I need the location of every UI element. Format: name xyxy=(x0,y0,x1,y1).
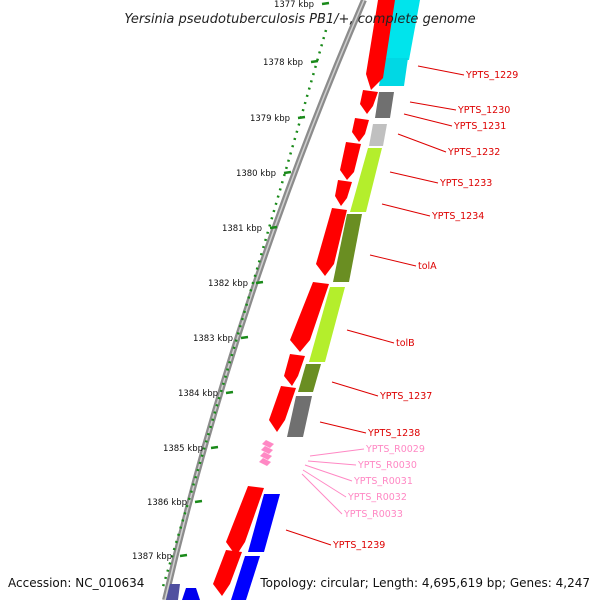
kbp-ticks: 1377 kbp 1378 kbp 1379 kbp 1380 kbp 1381 kbp… xyxy=(132,0,330,562)
gene-label-tola[interactable]: tolA xyxy=(418,261,437,272)
kbp-tick-mark xyxy=(179,553,188,558)
gene-leader-line xyxy=(397,133,447,153)
kbp-tick-mark xyxy=(297,115,306,120)
genome-backbone-highlight xyxy=(164,0,365,600)
gene-block-lime-2 xyxy=(309,287,345,362)
trna-chevron-icon xyxy=(261,446,273,454)
trna-chevron-icon xyxy=(262,440,274,448)
gene-leader-line xyxy=(409,101,457,111)
gene-arrow xyxy=(269,386,296,432)
gene-block-slate xyxy=(166,584,180,600)
gene-block-blue xyxy=(248,494,280,552)
gene-label-ypts_r0030[interactable]: YPTS_R0030 xyxy=(357,460,417,471)
gene-arrow xyxy=(290,282,329,352)
gene-label-ypts_1232[interactable]: YPTS_1232 xyxy=(447,147,500,158)
kbp-tick-label: 1379 kbp xyxy=(250,114,290,124)
kbp-tick-mark xyxy=(283,170,292,175)
gene-block-olive xyxy=(333,214,362,282)
kbp-tick-label: 1383 kbp xyxy=(193,334,233,344)
kbp-tick-label: 1378 kbp xyxy=(263,58,303,68)
gene-arrow xyxy=(226,486,264,556)
gene-label-ypts_1239[interactable]: YPTS_1239 xyxy=(332,540,385,551)
gene-leader-line xyxy=(307,460,357,466)
genome-title: Yersinia pseudotuberculosis PB1/+, compl… xyxy=(124,12,475,27)
kbp-tick-mark xyxy=(310,59,319,64)
kbp-tick-mark xyxy=(225,390,234,395)
gene-label-ypts_1229[interactable]: YPTS_1229 xyxy=(465,70,518,81)
gene-label-ypts_1234[interactable]: YPTS_1234 xyxy=(431,211,484,222)
gene-label-ypts_1237[interactable]: YPTS_1237 xyxy=(379,391,432,402)
gene-leader-line xyxy=(389,171,439,184)
gene-leader-line xyxy=(381,203,431,217)
kbp-tick-label: 1385 kbp xyxy=(163,444,203,454)
gene-arrow xyxy=(316,208,347,276)
topology-text: Topology: circular; Length: 4,695,619 bp… xyxy=(259,576,590,590)
kbp-tick-mark xyxy=(210,445,219,450)
kbp-tick-mark xyxy=(240,335,249,340)
gene-arrow xyxy=(360,90,378,114)
gene-block-darkgrey xyxy=(375,92,394,118)
gene-label-ypts_r0033[interactable]: YPTS_R0033 xyxy=(343,509,403,520)
kbp-tick-label: 1386 kbp xyxy=(147,498,187,508)
gene-arrow xyxy=(340,142,361,180)
gene-label-ypts_1238[interactable]: YPTS_1238 xyxy=(367,428,420,439)
gene-leader-line xyxy=(304,464,353,482)
gene-block-lime xyxy=(350,148,382,212)
gene-leader-line xyxy=(403,113,453,127)
kbp-tick-label: 1380 kbp xyxy=(236,169,276,179)
gene-label-ypts_r0031[interactable]: YPTS_R0031 xyxy=(353,476,413,487)
kbp-tick-mark xyxy=(194,499,203,504)
gene-block-blue-3 xyxy=(182,588,200,600)
trna-features xyxy=(259,440,274,466)
gene-arrow xyxy=(366,0,395,90)
trna-chevron-icon xyxy=(260,452,272,460)
gene-labels: YPTS_1229 YPTS_1230 YPTS_1231 YPTS_1232 YPTS… xyxy=(285,65,518,551)
accession-text: Accession: NC_010634 xyxy=(8,576,144,590)
gene-label-tolb[interactable]: tolB xyxy=(396,338,415,349)
gene-leader-line xyxy=(319,421,367,434)
gene-label-ypts_r0029[interactable]: YPTS_R0029 xyxy=(365,444,425,455)
gene-label-ypts_r0032[interactable]: YPTS_R0032 xyxy=(347,492,407,503)
gene-leader-line xyxy=(309,448,365,457)
forward-genes xyxy=(213,0,395,596)
kbp-tick-label: 1377 kbp xyxy=(274,0,314,10)
trna-chevron-icon xyxy=(259,458,271,466)
kbp-tick-label: 1381 kbp xyxy=(222,224,262,234)
gene-leader-line xyxy=(417,65,465,76)
kbp-tick-label: 1384 kbp xyxy=(178,389,218,399)
gene-label-ypts_1231[interactable]: YPTS_1231 xyxy=(453,121,506,132)
gene-leader-line xyxy=(369,254,417,267)
gene-label-ypts_1230[interactable]: YPTS_1230 xyxy=(457,105,510,116)
gene-arrow xyxy=(284,354,305,386)
gene-block-blue-2 xyxy=(231,556,260,600)
kbp-tick-label: 1387 kbp xyxy=(132,552,172,562)
gene-leader-line xyxy=(302,469,347,498)
kbp-tick-mark xyxy=(255,280,264,285)
gene-block-darkgrey-2 xyxy=(287,396,312,437)
kbp-tick-mark xyxy=(269,225,278,230)
gene-block-lightgrey xyxy=(369,124,387,146)
gene-block-cyan-2 xyxy=(379,58,408,86)
gene-arrow xyxy=(352,118,369,142)
kbp-tick-mark xyxy=(321,1,330,6)
gene-label-ypts_1233[interactable]: YPTS_1233 xyxy=(439,178,492,189)
kbp-ruler-dots xyxy=(160,29,328,591)
gene-leader-line xyxy=(301,473,343,515)
gene-arrow xyxy=(335,180,352,206)
gene-leader-line xyxy=(331,381,379,397)
gene-block-olive-2 xyxy=(298,364,321,392)
gene-leader-line xyxy=(346,329,395,344)
gene-arrow xyxy=(213,550,242,596)
gene-leader-line xyxy=(285,529,332,546)
kbp-tick-label: 1382 kbp xyxy=(208,279,248,289)
